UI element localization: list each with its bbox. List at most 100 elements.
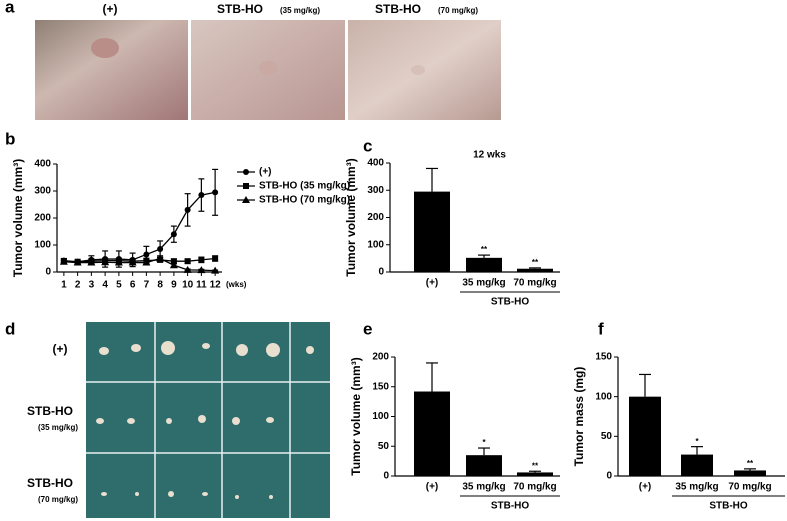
y-tick-label: 400 [367,158,384,169]
x-tick-label: 70 mg/kg [513,482,556,493]
y-tick-label: 200 [367,212,384,223]
photos-a [35,20,501,120]
x-tick-label: 8 [157,280,163,291]
panel-letter: c [363,136,372,155]
row-label: STB-HO [27,404,73,418]
panel-letter: b [5,129,15,148]
y-tick-label: 0 [45,267,51,278]
y-tick-label: 0 [383,471,389,482]
bar [734,470,766,476]
x-tick-label: 1 [61,280,67,291]
y-tick-label: 300 [367,185,384,196]
significance: ** [532,258,539,267]
marker [212,189,219,196]
photo-label: (+) [103,2,118,16]
marker [198,256,205,263]
marker [170,231,177,238]
significance: ** [532,461,539,470]
photo-sublabel: (70 mg/kg) [438,6,478,15]
marker [211,266,220,274]
bar [466,455,502,476]
marker [183,265,192,273]
panel-letter: a [5,0,15,16]
y-tick-label: 100 [367,239,384,250]
y-tick-label: 0 [378,267,384,278]
panel-letter: e [363,319,372,338]
group-label: STB-HO [709,501,748,512]
x-tick-label: 7 [144,280,150,291]
chart-title: 12 wks [473,150,506,161]
y-axis-label: Tumor volume (mm³) [344,158,358,276]
y-tick-label: 100 [595,391,612,402]
marker [157,246,164,253]
photo-label: STB-HO [375,2,421,16]
x-tick-label: 9 [171,280,177,291]
legend-label: STB-HO (70 mg/kg) [259,195,350,206]
marker [184,258,191,265]
y-axis-label: Tumor volume (mm³) [11,159,25,277]
marker [143,251,150,258]
group-label: STB-HO [491,501,530,512]
marker [59,257,68,265]
y-tick-label: 100 [34,240,51,251]
group-label: STB-HO [491,297,530,308]
legend-marker [242,196,250,203]
x-tick-label: 11 [196,280,207,291]
y-tick-label: 200 [34,213,51,224]
x-tick-label: 70 mg/kg [728,482,771,493]
row-sublabel: (35 mg/kg) [38,423,78,432]
marker [128,258,137,266]
marker [212,255,219,262]
photo-sublabel: (35 mg/kg) [280,6,320,15]
marker [101,258,110,266]
photo [86,322,330,518]
significance: ** [481,245,488,254]
x-tick-label: (+) [426,278,439,289]
row-sublabel: (70 mg/kg) [38,495,78,504]
row-label: (+) [53,342,68,356]
bar [629,396,661,476]
x-tick-label: 10 [182,280,194,291]
y-tick-label: 0 [606,471,612,482]
x-tick-label: 35 mg/kg [462,278,505,289]
significance: ** [747,459,754,468]
photo-d [86,322,330,518]
x-axis-label: (wks) [226,280,247,289]
x-tick-label: 70 mg/kg [513,278,556,289]
y-tick-label: 50 [378,441,390,452]
x-tick-label: 12 [210,280,222,291]
bar [517,472,553,476]
photo-label: STB-HO [217,2,263,16]
legend-marker [243,183,249,189]
row-label: STB-HO [27,476,73,490]
significance: * [482,438,486,447]
y-axis-label: Tumor mass (mg) [572,367,586,467]
marker [156,254,165,262]
bar [517,268,553,272]
significance: * [695,437,699,446]
marker [142,258,151,266]
x-tick-label: 35 mg/kg [675,482,718,493]
bar [414,191,450,272]
y-tick-label: 150 [595,352,612,363]
x-tick-label: (+) [426,482,439,493]
marker [169,261,178,269]
marker [114,258,123,266]
panel-letter: d [5,319,15,338]
legend-marker [243,169,249,175]
y-tick-label: 400 [34,159,51,170]
tumor [91,38,119,58]
photo [35,20,188,120]
y-tick-label: 150 [372,381,389,392]
x-tick-label: 6 [130,280,136,291]
tumor [259,61,277,75]
series-line [63,191,216,263]
y-tick-label: 200 [372,352,389,363]
tumors [96,341,314,499]
bar [681,454,713,476]
y-axis-label: Tumor volume (mm³) [349,357,363,475]
tumor [411,65,425,75]
marker [184,206,191,213]
marker [198,192,205,199]
